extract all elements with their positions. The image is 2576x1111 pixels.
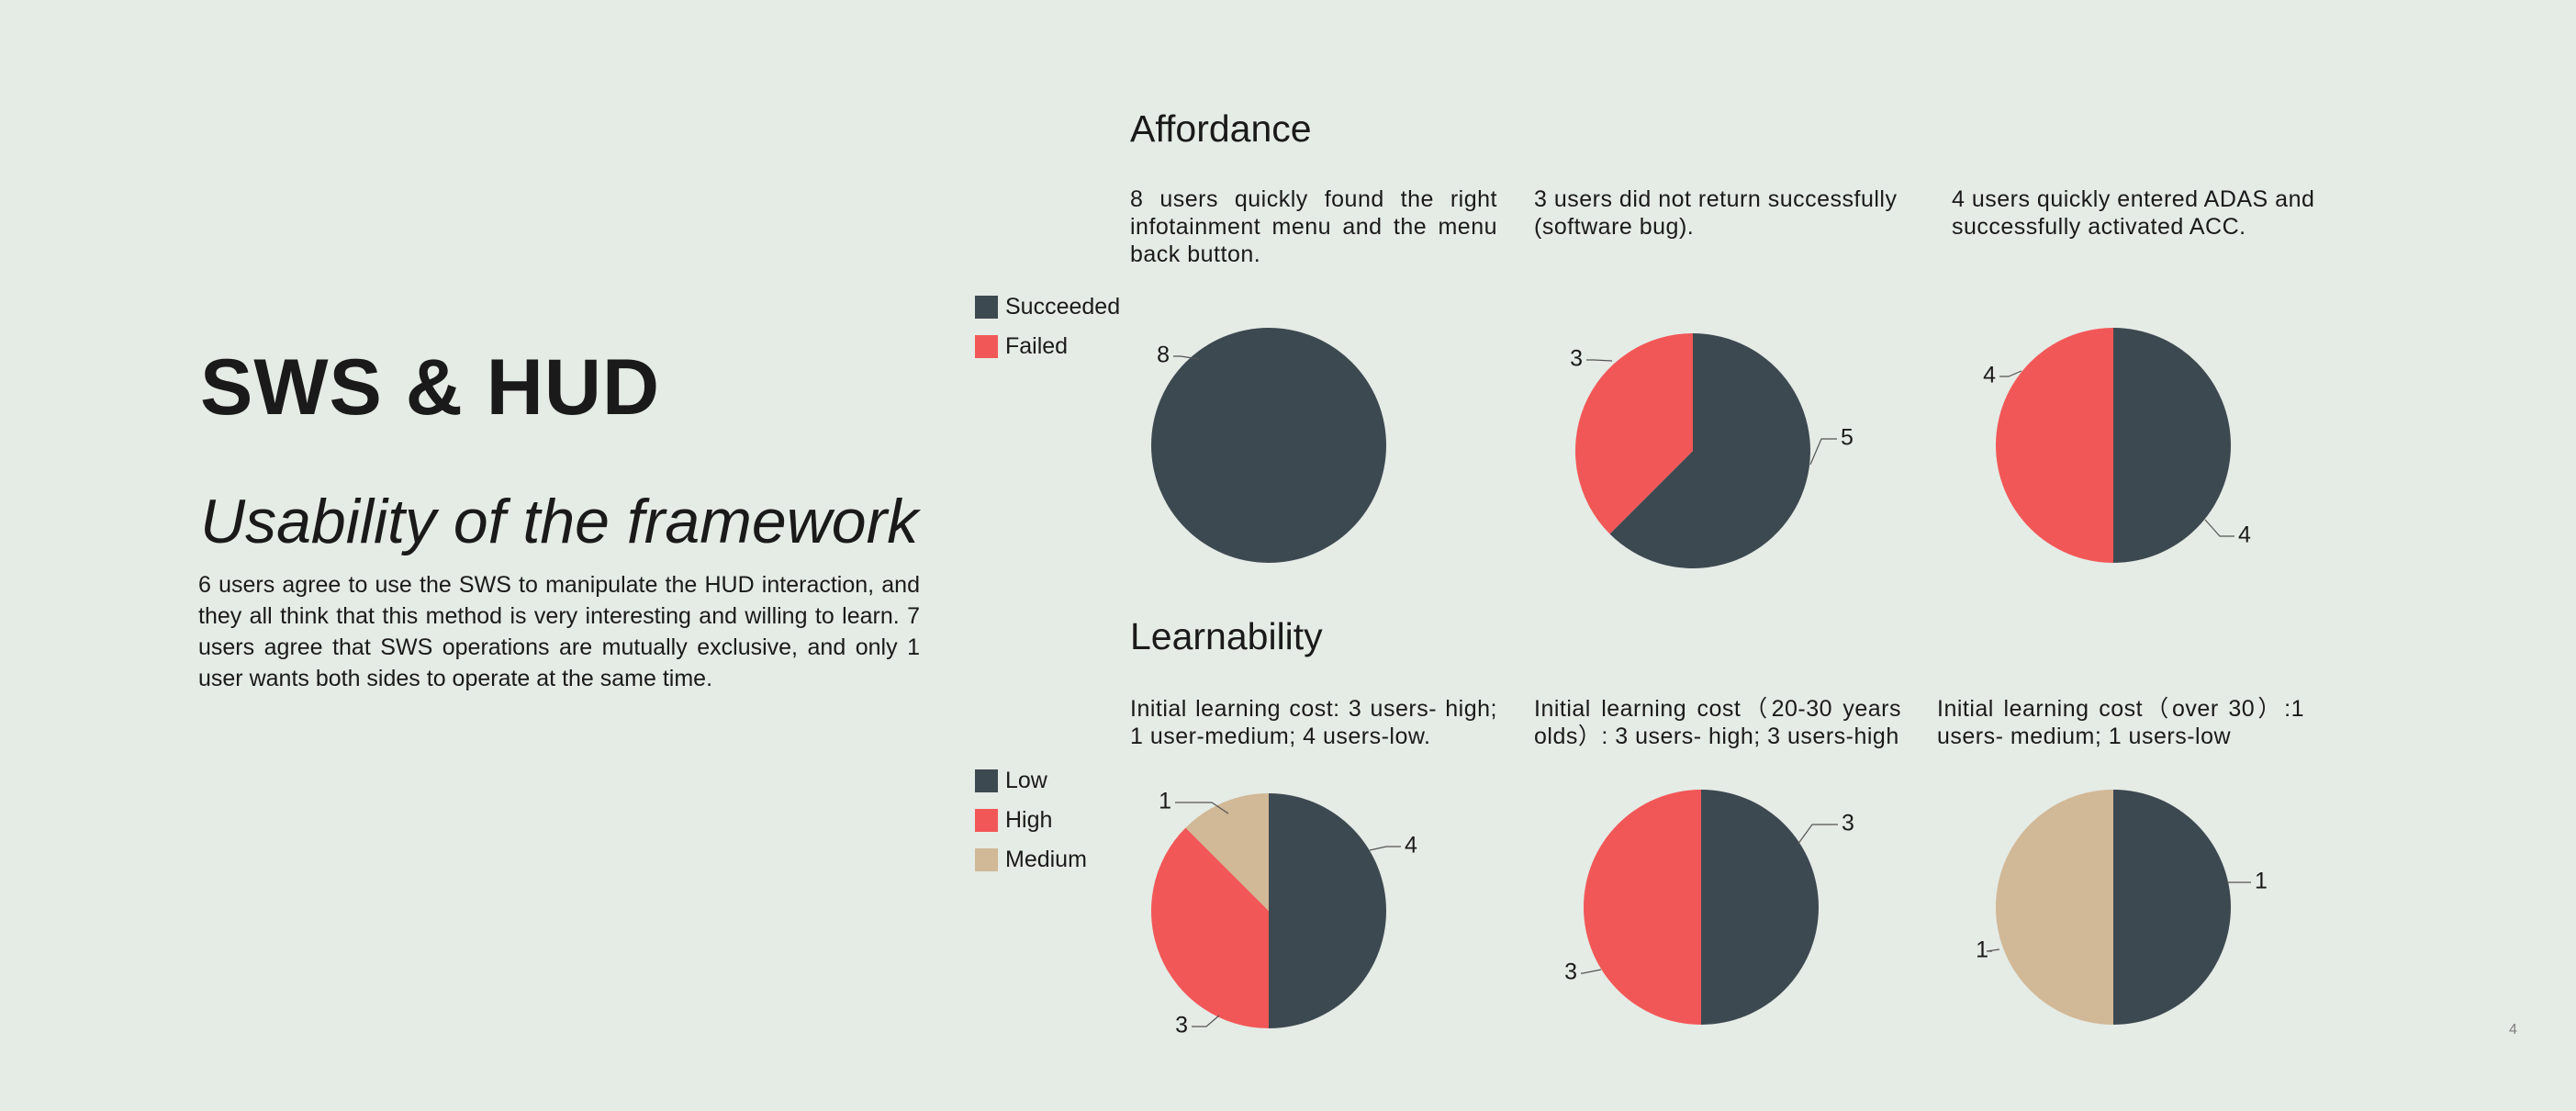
chart-5-description: Initial learning cost（20-30 years olds）:…	[1534, 696, 1901, 749]
legend-item-medium: Medium	[975, 840, 1087, 880]
leader-line	[2204, 519, 2234, 537]
pie-chart-affordance-1: 8	[1151, 328, 1386, 563]
legend-item-low: Low	[975, 761, 1087, 801]
data-label: 3	[1175, 1013, 1188, 1038]
leader-line	[1586, 359, 1613, 362]
leader-line	[1797, 824, 1838, 846]
learnability-heading: Learnability	[1130, 615, 1323, 657]
pie-chart-affordance-2: 53	[1570, 333, 1854, 568]
chart-4-description: Initial learning cost: 3 users- high; 1 …	[1130, 696, 1497, 749]
leader-line	[1369, 846, 1401, 851]
pie-slice-low	[1269, 793, 1386, 1028]
slide-subtitle: Usability of the framework	[200, 487, 919, 556]
pie-slice-failed	[1996, 328, 2113, 563]
chart-1-description: 8 users quickly found the right infotain…	[1130, 186, 1497, 267]
chart-3-description: 4 users quickly entered ADAS and success…	[1952, 186, 2315, 240]
legend-label-succeeded: Succeeded	[1005, 294, 1121, 320]
pie-slice-medium	[1185, 793, 1269, 911]
data-label: 4	[2238, 522, 2251, 548]
pie-slice-failed	[1575, 333, 1693, 534]
leader-line	[1173, 355, 1200, 360]
leader-line	[1581, 969, 1602, 974]
legend-label-failed: Failed	[1005, 333, 1069, 359]
data-label: 4	[1405, 833, 1417, 858]
leader-line	[1192, 1015, 1220, 1027]
legend-label-low: Low	[1005, 768, 1047, 793]
pie-slice-medium	[1996, 790, 2113, 1025]
legend-label-medium: Medium	[1005, 847, 1087, 872]
leader-line	[1999, 370, 2022, 377]
pie-chart-affordance-3: 44	[1983, 328, 2251, 563]
learnability-legend: Low High Medium	[975, 761, 1087, 880]
pie-slice-succeeded	[2113, 328, 2231, 563]
data-label: 1	[2255, 869, 2268, 894]
legend-swatch-low	[975, 769, 998, 792]
page-number: 4	[2509, 1022, 2517, 1038]
pie-slice-low	[2113, 790, 2231, 1025]
chart-6-description: Initial learning cost（over 30）:1 users- …	[1937, 696, 2304, 749]
data-label: 3	[1564, 960, 1577, 985]
pie-chart-learnability-3: 11	[1976, 790, 2268, 1025]
slide-body-text: 6 users agree to use the SWS to manipula…	[198, 572, 920, 691]
pie-slice-succeeded	[1609, 333, 1810, 568]
data-label: 5	[1841, 425, 1854, 451]
pie-slice-high	[1584, 790, 1701, 1025]
affordance-heading: Affordance	[1130, 107, 1312, 150]
data-label: 8	[1157, 342, 1170, 368]
data-label: 4	[1983, 363, 1996, 388]
legend-item-high: High	[975, 801, 1087, 840]
leader-line	[1175, 802, 1229, 814]
leader-line	[1986, 948, 2000, 952]
pie-slice-succeeded	[1151, 328, 1386, 563]
data-label: 1	[1159, 789, 1171, 814]
legend-swatch-succeeded	[975, 296, 998, 319]
leader-line	[1809, 438, 1837, 466]
pie-slice-high	[1151, 827, 1269, 1028]
legend-item-failed: Failed	[975, 327, 1120, 366]
slide-title: SWS & HUD	[200, 343, 661, 432]
pie-chart-learnability-1: 4 3 1	[1151, 789, 1417, 1038]
legend-item-succeeded: Succeeded	[975, 287, 1120, 327]
chart-2-description: 3 users did not return successfully (sof…	[1534, 186, 1898, 240]
legend-swatch-high	[975, 809, 998, 832]
legend-swatch-medium	[975, 848, 998, 871]
pie-slice-low	[1701, 790, 1819, 1025]
data-label: 1	[1976, 937, 1988, 963]
affordance-legend: Succeeded Failed	[975, 287, 1120, 366]
pie-chart-learnability-2: 33	[1564, 790, 1854, 1025]
legend-label-high: High	[1005, 807, 1053, 833]
data-label: 3	[1842, 811, 1854, 836]
legend-swatch-failed	[975, 335, 998, 358]
data-label: 3	[1570, 346, 1583, 372]
